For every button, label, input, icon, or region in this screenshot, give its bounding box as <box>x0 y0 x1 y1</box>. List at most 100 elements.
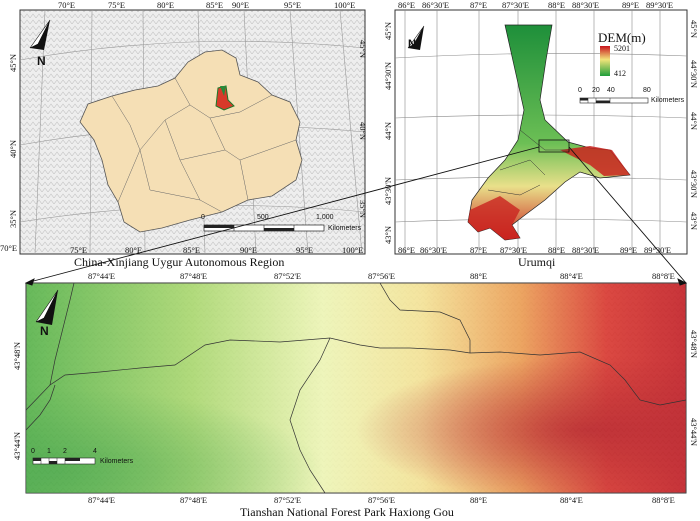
urumqi-scalebar <box>579 97 649 104</box>
park-scalebar <box>32 457 96 465</box>
china-top-label: 100°E <box>334 0 356 10</box>
urumqi-top-label: 87°30'E <box>502 0 530 10</box>
park-panel-caption: Tianshan National Forest Park Haxiong Go… <box>240 505 454 519</box>
park-top-label: 88°8'E <box>652 271 675 281</box>
urumqi-bottom-label: 86°30'E <box>420 245 448 255</box>
china-scalebar <box>203 224 325 232</box>
urumqi-left-label: 43°N <box>383 225 393 244</box>
dem-legend-min: 412 <box>614 69 626 78</box>
urumqi-scale-tick: 80 <box>643 87 651 94</box>
china-top-label: 90°E <box>232 0 250 10</box>
china-scale-tick: 500 <box>257 214 269 221</box>
dem-legend-max: 5201 <box>614 44 630 53</box>
park-bottom-label: 87°56'E <box>368 495 396 505</box>
china-bottom-label: 95°E <box>296 245 314 255</box>
park-top-label: 87°56'E <box>368 271 396 281</box>
urumqi-right-label: 45°N <box>689 20 699 39</box>
china-left-label: 35°N <box>8 209 18 228</box>
park-bottom-label: 88°E <box>470 495 488 505</box>
urumqi-map-panel <box>394 9 688 255</box>
urumqi-top-label: 86°30'E <box>422 0 450 10</box>
urumqi-panel-caption: Urumqi <box>518 255 556 269</box>
park-right-label: 43°48'N <box>689 330 699 359</box>
china-left-label: 40°N <box>8 139 18 158</box>
urumqi-bottom-label: 87°30'E <box>500 245 528 255</box>
china-top-label: 75°E <box>108 0 126 10</box>
urumqi-left-label: 43°30'N <box>383 176 393 205</box>
park-top-label: 87°48'E <box>180 271 208 281</box>
inset-connector-lines <box>24 146 688 286</box>
park-left-label: 43°48'N <box>12 341 22 370</box>
urumqi-scale-tick: 40 <box>607 87 615 94</box>
china-panel-caption: China-Xinjiang Uygur Autonomous Region <box>74 255 285 269</box>
xinjiang-region <box>79 49 303 233</box>
park-boundaries <box>25 282 687 494</box>
urumqi-region <box>467 24 631 241</box>
park-bottom-label: 87°52'E <box>274 495 302 505</box>
park-scale-unit: Kilometers <box>100 458 134 465</box>
china-bottom-label: 75°E <box>70 245 88 255</box>
urumqi-bottom-label: 89°E <box>620 245 638 255</box>
china-scale-tick: 0 <box>201 214 205 221</box>
china-bottom-label: 90°E <box>240 245 258 255</box>
urumqi-top-label: 89°E <box>622 0 640 10</box>
dem-legend-title: DEM(m) <box>598 30 646 45</box>
urumqi-top-label: 88°30'E <box>572 0 600 10</box>
urumqi-left-label: 44°N <box>383 121 393 140</box>
park-top-label: 88°4'E <box>560 271 583 281</box>
urumqi-north-label: N <box>408 38 416 50</box>
study-area-box <box>538 139 570 153</box>
china-top-label: 95°E <box>284 0 302 10</box>
china-right-label: 40°N <box>358 122 368 141</box>
china-right-label: 35°N <box>358 200 368 219</box>
china-map-panel <box>19 9 366 255</box>
urumqi-right-label: 43°30'N <box>689 170 699 199</box>
urumqi-north-arrow <box>407 25 425 50</box>
park-left-label: 43°44'N <box>12 431 22 460</box>
urumqi-left-label: 44°30'N <box>383 61 393 90</box>
china-right-label: 45°N <box>358 40 368 59</box>
park-scale-tick: 2 <box>63 448 67 455</box>
urumqi-right-label: 43°N <box>689 212 699 231</box>
park-top-label: 87°44'E <box>88 271 116 281</box>
urumqi-top-label: 86°E <box>398 0 416 10</box>
china-north-label: N <box>37 54 46 68</box>
park-bottom-label: 87°48'E <box>180 495 208 505</box>
urumqi-bottom-label: 88°E <box>548 245 566 255</box>
china-north-arrow <box>29 19 51 50</box>
china-top-label: 70°E <box>58 0 76 10</box>
park-bottom-label: 88°8'E <box>652 495 675 505</box>
park-scale-tick: 0 <box>31 448 35 455</box>
urumqi-right-label: 44°30'N <box>689 60 699 89</box>
urumqi-scale-tick: 0 <box>578 87 582 94</box>
china-scale-unit: Kilometers <box>328 225 362 232</box>
park-bottom-label: 88°4'E <box>560 495 583 505</box>
china-left-label: 45°N <box>8 53 18 72</box>
urumqi-scale-tick: 20 <box>592 87 600 94</box>
urumqi-scale-unit: Kilometers <box>651 97 685 104</box>
urumqi-top-label: 87°E <box>470 0 488 10</box>
urumqi-right-label: 44°N <box>689 112 699 131</box>
park-scale-tick: 1 <box>47 448 51 455</box>
park-bottom-label: 87°44'E <box>88 495 116 505</box>
china-corner-label: 70°E <box>0 243 18 253</box>
china-scale-tick: 1,000 <box>316 214 334 221</box>
park-north-label: N <box>40 324 49 338</box>
dem-legend <box>600 46 610 76</box>
urumqi-top-label: 88°E <box>548 0 566 10</box>
china-bottom-label: 85°E <box>183 245 201 255</box>
urumqi-bottom-label: 87°E <box>470 245 488 255</box>
china-top-label: 85°E <box>206 0 224 10</box>
park-top-label: 87°52'E <box>274 271 302 281</box>
park-right-label: 43°44'N <box>689 418 699 447</box>
china-top-label: 80°E <box>157 0 175 10</box>
park-top-label: 88°E <box>470 271 488 281</box>
park-scale-tick: 4 <box>93 448 97 455</box>
park-north-arrow <box>35 289 59 325</box>
urumqi-bottom-label: 86°E <box>398 245 416 255</box>
park-map-panel <box>25 282 687 494</box>
china-bottom-label: 80°E <box>125 245 143 255</box>
urumqi-top-label: 89°30'E <box>646 0 674 10</box>
china-bottom-label: 100°E <box>342 245 364 255</box>
